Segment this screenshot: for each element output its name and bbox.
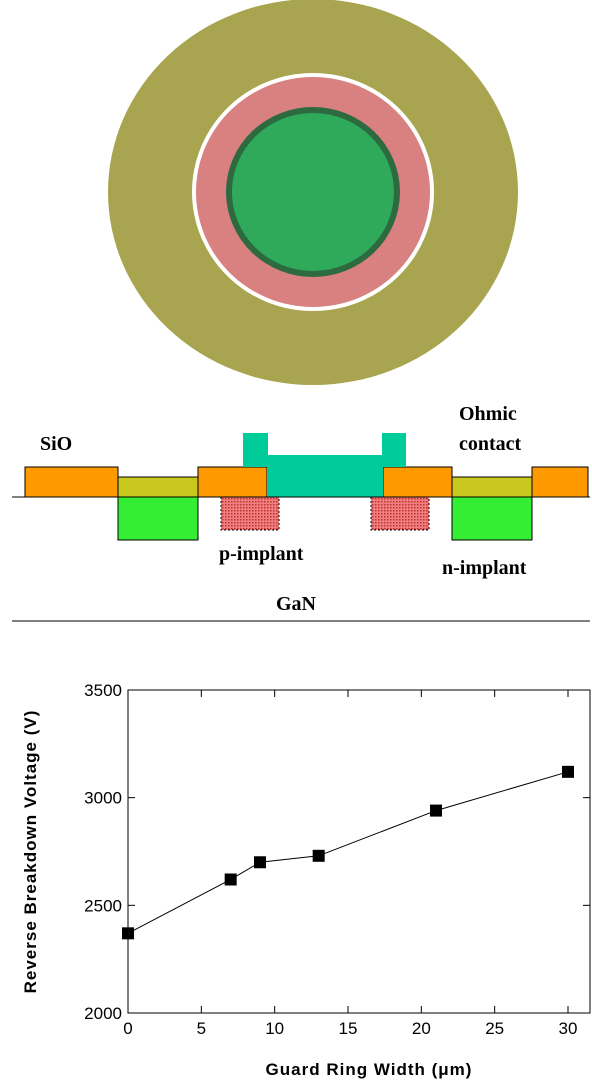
oxide-label: SiO — [40, 433, 72, 455]
x-tick-label: 30 — [559, 1019, 578, 1038]
plot-frame — [128, 690, 590, 1013]
x-tick-label: 5 — [197, 1019, 206, 1038]
x-tick-label: 10 — [265, 1019, 284, 1038]
y-tick-label: 3500 — [84, 681, 122, 700]
series-line — [128, 772, 568, 934]
x-tick-label: 25 — [485, 1019, 504, 1038]
substrate-label: GaN — [276, 593, 317, 615]
marker — [254, 856, 266, 868]
y-tick-label: 2000 — [84, 1004, 122, 1023]
figure: SiO Ohmic contact p-implant n-implant Ga… — [0, 0, 592, 1091]
x-axis-label: Guard Ring Width (μm) — [266, 1060, 473, 1079]
chart: 0 5 10 15 20 25 30 2000 2500 3000 3500 Guard Ring W… — [21, 681, 590, 1079]
y-tick-label: 2500 — [84, 896, 122, 915]
y-tick-label: 3000 — [84, 789, 122, 808]
marker — [225, 873, 237, 885]
contact-label: contact — [459, 433, 522, 455]
y-axis-label: Reverse Breakdown Voltage (V) — [21, 710, 40, 994]
marker — [313, 850, 325, 862]
x-tick-label: 0 — [123, 1019, 132, 1038]
n-label: n-implant — [442, 557, 527, 579]
x-tick-label: 15 — [339, 1019, 358, 1038]
x-tick-label: 20 — [412, 1019, 431, 1038]
p-label: p-implant — [219, 543, 304, 565]
top-view — [108, 0, 518, 385]
marker — [562, 766, 574, 778]
marker — [430, 805, 442, 817]
contact-label: Ohmic — [459, 403, 517, 425]
marker — [122, 927, 134, 939]
